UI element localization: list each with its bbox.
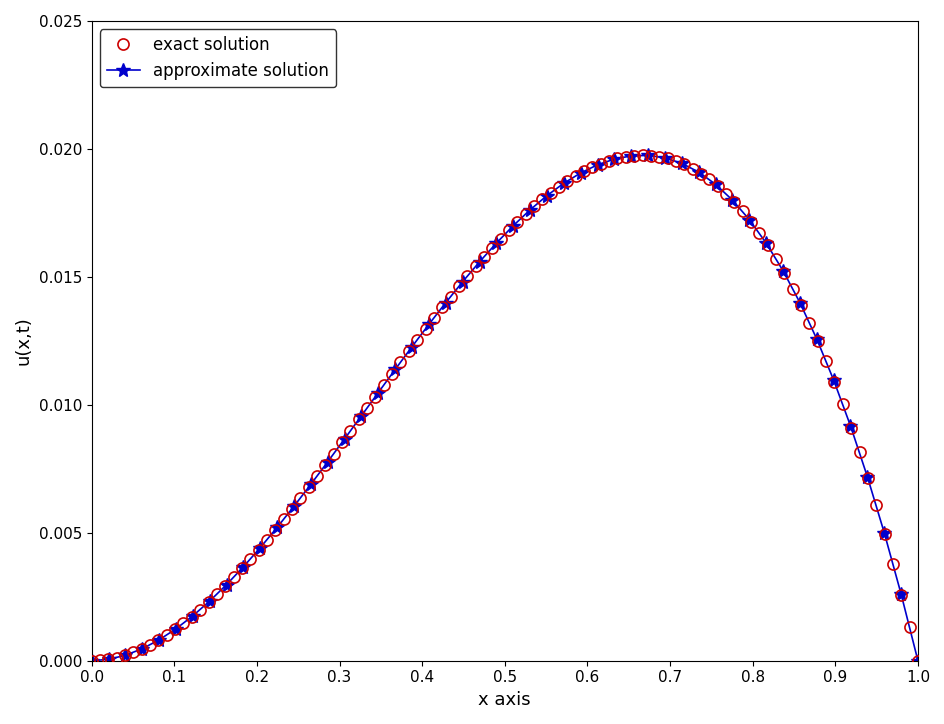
approximate solution — [574, 169, 585, 177]
approximate solution — [406, 342, 417, 351]
approximate solution — [389, 365, 400, 374]
approximate solution — [827, 376, 838, 384]
approximate solution — [507, 222, 518, 230]
exact solution — [511, 217, 522, 226]
X-axis label: x axis: x axis — [478, 691, 531, 709]
approximate solution — [288, 502, 299, 510]
approximate solution — [777, 266, 788, 275]
approximate solution — [440, 298, 451, 307]
approximate solution — [642, 151, 653, 160]
approximate solution — [103, 655, 114, 664]
exact solution — [86, 657, 97, 665]
exact solution — [636, 151, 648, 159]
approximate solution — [692, 168, 703, 177]
approximate solution — [793, 298, 804, 307]
approximate solution — [153, 636, 164, 644]
Y-axis label: u(x,t): u(x,t) — [15, 316, 33, 365]
approximate solution — [339, 434, 350, 443]
approximate solution — [743, 215, 754, 224]
exact solution — [878, 529, 889, 538]
approximate solution — [541, 191, 552, 200]
approximate solution — [659, 153, 670, 162]
approximate solution — [760, 239, 771, 248]
approximate solution — [355, 411, 366, 420]
exact solution — [578, 167, 589, 175]
approximate solution — [490, 239, 501, 248]
exact solution — [911, 657, 922, 665]
approximate solution — [810, 334, 821, 343]
approximate solution — [878, 529, 889, 537]
approximate solution — [305, 480, 316, 489]
approximate solution — [608, 155, 619, 164]
approximate solution — [86, 657, 97, 665]
approximate solution — [372, 388, 383, 397]
exact solution — [278, 515, 289, 523]
approximate solution — [238, 563, 249, 571]
exact solution — [853, 448, 865, 457]
approximate solution — [676, 159, 687, 168]
approximate solution — [524, 206, 535, 214]
approximate solution — [221, 580, 232, 589]
approximate solution — [120, 651, 131, 660]
exact solution — [244, 555, 256, 563]
approximate solution — [457, 277, 468, 286]
approximate solution — [709, 180, 720, 189]
Line: approximate solution: approximate solution — [85, 148, 924, 668]
approximate solution — [625, 151, 636, 160]
approximate solution — [322, 458, 333, 466]
approximate solution — [137, 644, 148, 653]
approximate solution — [423, 320, 434, 329]
approximate solution — [558, 179, 569, 188]
approximate solution — [591, 161, 602, 169]
Legend: exact solution, approximate solution: exact solution, approximate solution — [100, 30, 335, 87]
approximate solution — [895, 589, 906, 598]
approximate solution — [911, 657, 922, 665]
approximate solution — [844, 421, 855, 430]
approximate solution — [861, 472, 872, 481]
approximate solution — [204, 597, 215, 605]
approximate solution — [170, 625, 181, 634]
approximate solution — [726, 195, 737, 204]
Line: exact solution: exact solution — [86, 150, 922, 666]
approximate solution — [254, 543, 265, 552]
approximate solution — [271, 523, 282, 531]
approximate solution — [187, 612, 198, 620]
approximate solution — [473, 258, 484, 266]
